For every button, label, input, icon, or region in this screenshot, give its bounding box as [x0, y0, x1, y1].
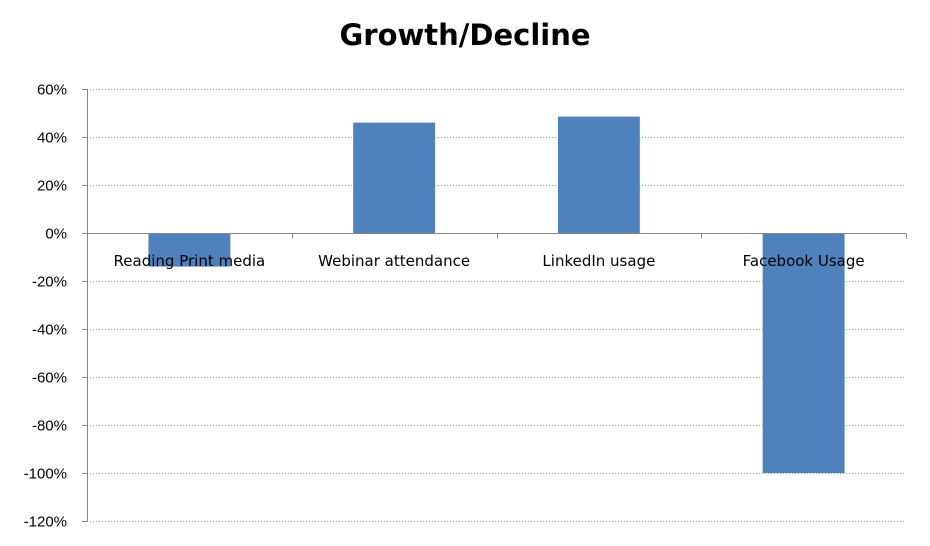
y-tick-label: -100% — [24, 466, 67, 483]
x-category-label: LinkedIn usage — [542, 252, 655, 270]
y-tick-label: -80% — [32, 418, 67, 435]
bar — [148, 233, 231, 267]
y-tick-label: -60% — [32, 370, 67, 387]
x-category-label: Reading Print media — [114, 252, 266, 270]
chart-title: Growth/Decline — [339, 18, 591, 52]
bar — [353, 122, 436, 233]
x-category-label: Facebook Usage — [743, 252, 865, 270]
y-tick-label: -20% — [32, 274, 67, 291]
bar — [762, 233, 845, 473]
y-tick-label: 60% — [37, 82, 67, 99]
y-tick-label: -40% — [32, 322, 67, 339]
y-tick-label: -120% — [24, 514, 67, 531]
bar — [557, 116, 640, 233]
y-tick-label: 40% — [37, 130, 67, 147]
x-category-label: Webinar attendance — [318, 252, 470, 270]
y-tick-label: 0% — [45, 226, 67, 243]
y-tick-label: 20% — [37, 178, 67, 195]
